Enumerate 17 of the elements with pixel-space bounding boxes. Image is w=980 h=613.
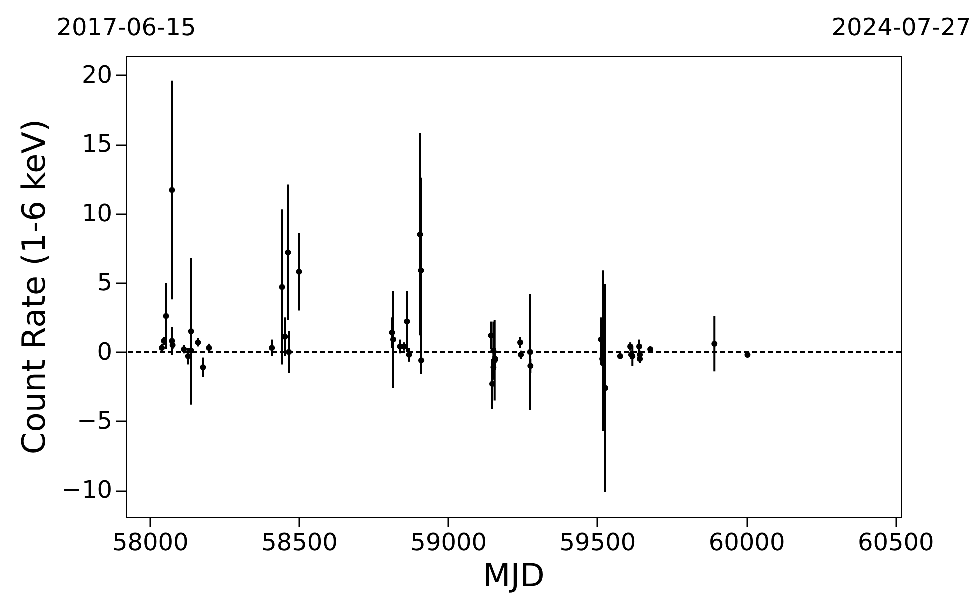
x-axis-title: MJD xyxy=(483,556,545,594)
x-tick-label: 59500 xyxy=(560,528,636,556)
y-tick-label: −5 xyxy=(77,406,112,435)
x-tick-label: 60500 xyxy=(858,528,934,556)
x2-tick-label: 2017-06-15 xyxy=(56,14,196,42)
y-axis-title: Count Rate (1-6 keV) xyxy=(14,119,53,455)
x-tick-label: 59000 xyxy=(410,528,488,556)
y-tick-label: 0 xyxy=(97,338,112,366)
y-tick-label: −10 xyxy=(62,476,112,504)
x-tick-label: 58000 xyxy=(112,528,189,556)
y-tick-label: 20 xyxy=(82,60,112,89)
y-tick-label: 5 xyxy=(97,268,112,297)
x2-tick-label: 2024-07-27 xyxy=(832,14,972,42)
y-tick-label: 15 xyxy=(82,130,112,158)
x-tick-label: 60000 xyxy=(708,528,786,556)
y-tick-label: 10 xyxy=(82,199,112,228)
x-tick-label: 58500 xyxy=(262,528,338,556)
